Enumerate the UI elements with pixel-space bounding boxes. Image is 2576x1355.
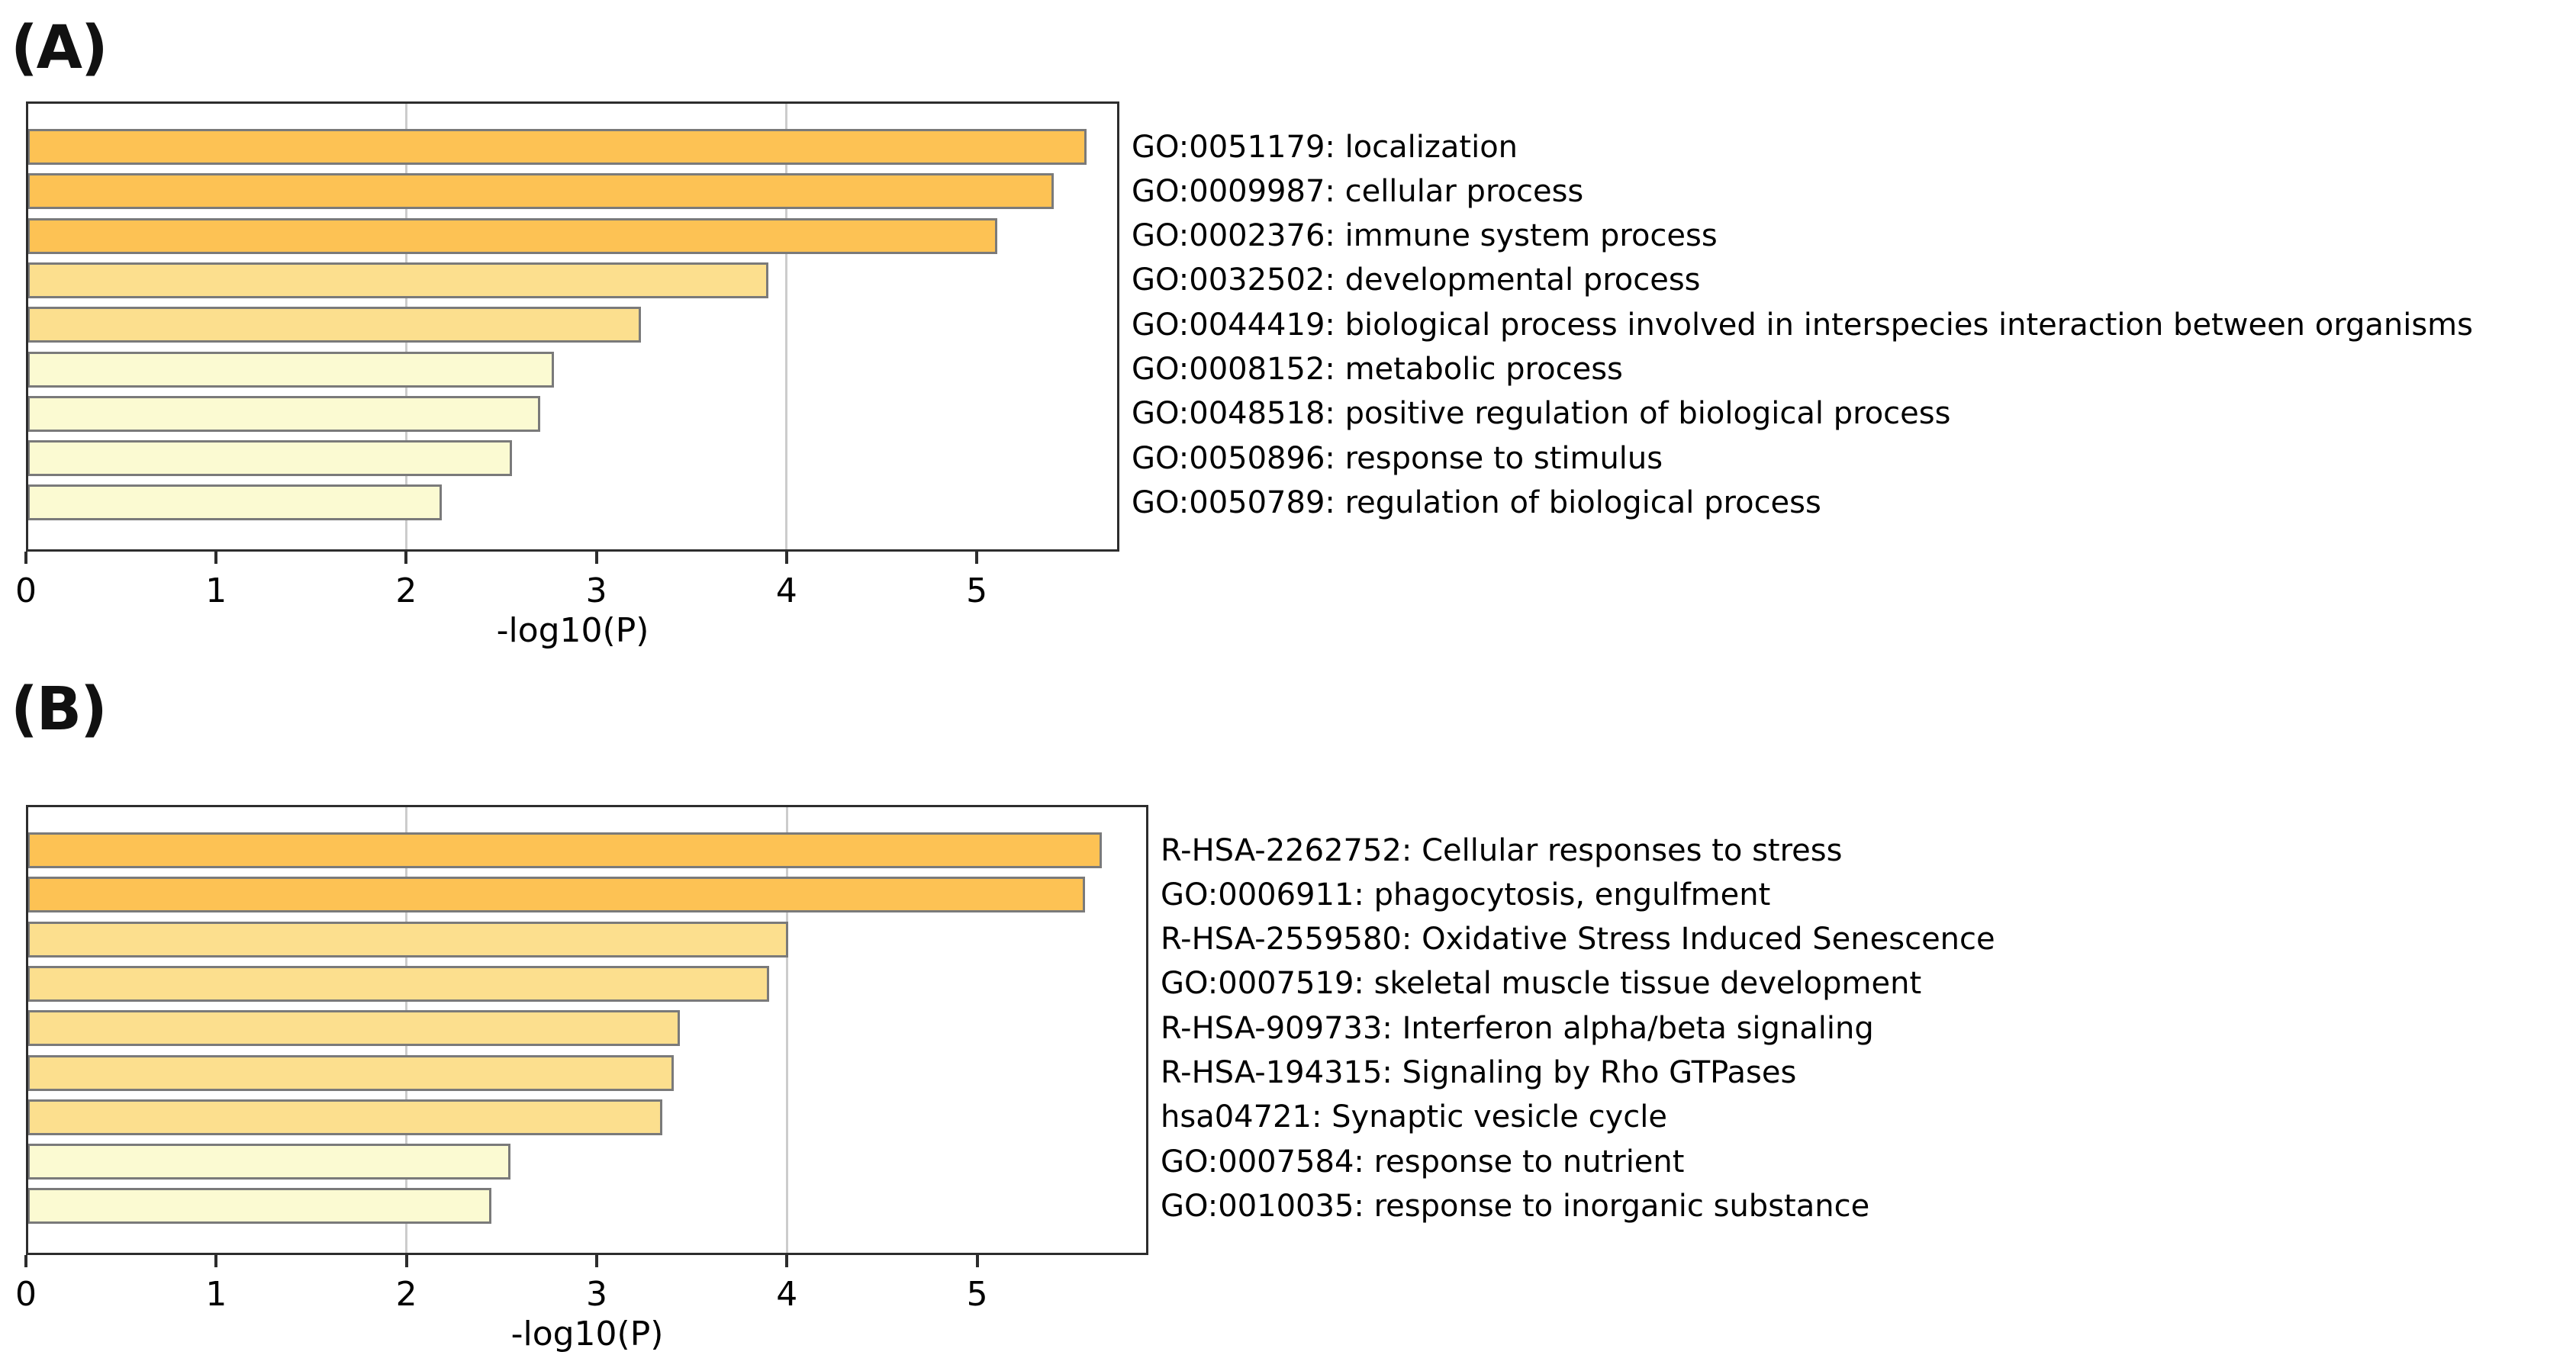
bar-label: GO:0032502: developmental process — [1132, 262, 1701, 298]
bar — [27, 351, 554, 388]
bar — [27, 877, 1085, 913]
bar — [27, 921, 788, 958]
bar-label: GO:0006911: phagocytosis, engulfment — [1161, 877, 1771, 912]
x-tick-label: 3 — [585, 1275, 607, 1314]
bar-label: R-HSA-2262752: Cellular responses to str… — [1161, 832, 1843, 868]
bar — [27, 484, 442, 521]
x-tick — [24, 1255, 27, 1267]
x-tick-label: 3 — [585, 571, 607, 610]
bar — [27, 307, 642, 343]
bar — [27, 1188, 491, 1225]
bar-label: GO:0008152: metabolic process — [1132, 352, 1623, 387]
gridline-x4 — [785, 805, 788, 1255]
bar-label: hsa04721: Synaptic vesicle cycle — [1161, 1099, 1668, 1135]
x-tick — [404, 552, 408, 564]
bar — [27, 1010, 680, 1047]
x-tick-label: 0 — [15, 1275, 37, 1314]
bar-label: R-HSA-194315: Signaling by Rho GTPases — [1161, 1055, 1797, 1090]
x-tick-label: 2 — [395, 571, 417, 610]
panel-title: (A) — [11, 14, 108, 82]
plot-area — [26, 101, 1119, 552]
bar-label: GO:0048518: positive regulation of biolo… — [1132, 396, 1951, 432]
bar-label: GO:0051179: localization — [1132, 129, 1518, 165]
x-tick — [214, 1255, 218, 1267]
x-axis-label: -log10(P) — [496, 611, 649, 650]
x-tick — [404, 1255, 408, 1267]
gridline-x4 — [785, 101, 788, 552]
bar — [27, 440, 512, 477]
x-tick-label: 1 — [205, 571, 227, 610]
bar — [27, 1099, 663, 1135]
x-tick — [785, 1255, 789, 1267]
x-axis-label: -log10(P) — [510, 1315, 664, 1353]
x-tick — [975, 1255, 979, 1267]
plot-area — [26, 805, 1148, 1255]
x-tick — [594, 1255, 598, 1267]
bar-label: GO:0010035: response to inorganic substa… — [1161, 1188, 1870, 1224]
x-tick-label: 1 — [205, 1275, 227, 1314]
panel-title: (B) — [11, 675, 108, 744]
x-tick — [24, 552, 27, 564]
x-tick — [594, 552, 598, 564]
bar-label: GO:0007519: skeletal muscle tissue devel… — [1161, 966, 1922, 1002]
x-tick-label: 5 — [966, 571, 988, 610]
bar-label: GO:0007584: response to nutrient — [1161, 1144, 1685, 1180]
bar — [27, 1144, 510, 1180]
bar — [27, 173, 1055, 210]
bar-label: GO:0050789: regulation of biological pro… — [1132, 484, 1821, 520]
bar-label: GO:0002376: immune system process — [1132, 218, 1718, 254]
bar-label: R-HSA-2559580: Oxidative Stress Induced … — [1161, 922, 1995, 958]
x-tick-label: 0 — [15, 571, 37, 610]
x-tick-label: 5 — [966, 1275, 988, 1314]
bar — [27, 395, 541, 432]
bar — [27, 129, 1087, 165]
x-tick-label: 4 — [775, 571, 797, 610]
bar — [27, 965, 769, 1002]
bar — [27, 262, 769, 298]
bar-label: GO:0009987: cellular process — [1132, 173, 1584, 209]
bar — [27, 832, 1103, 868]
bar-label: GO:0050896: response to stimulus — [1132, 440, 1663, 476]
x-tick — [975, 552, 979, 564]
x-tick — [784, 552, 788, 564]
bar-label: R-HSA-909733: Interferon alpha/beta sign… — [1161, 1010, 1874, 1046]
x-tick — [214, 552, 218, 564]
bar-label: GO:0044419: biological process involved … — [1132, 307, 2473, 343]
x-tick-label: 4 — [776, 1275, 798, 1314]
bar — [27, 217, 997, 254]
x-tick-label: 2 — [395, 1275, 417, 1314]
